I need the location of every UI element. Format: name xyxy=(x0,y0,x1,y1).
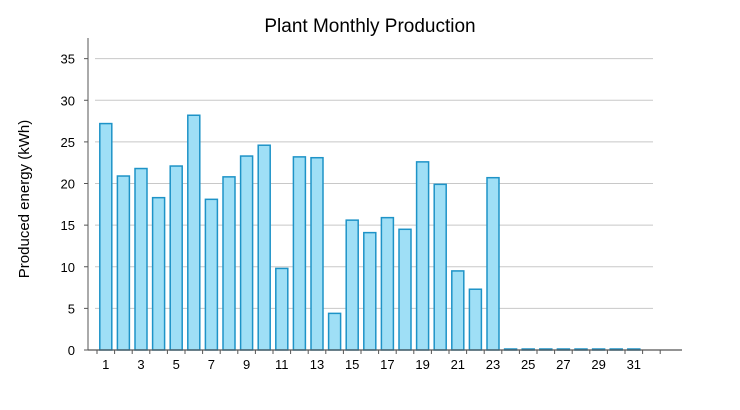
bar-day-20 xyxy=(433,183,447,351)
y-tick-label-5: 5 xyxy=(68,301,75,316)
axes xyxy=(84,38,682,354)
bar-day-15 xyxy=(345,219,359,351)
y-axis-label: Produced energy (kWh) xyxy=(16,120,33,278)
y-tick-label-15: 15 xyxy=(61,218,75,233)
x-tick-label-5: 5 xyxy=(173,357,180,372)
bar-day-14 xyxy=(327,312,342,351)
y-tick-label-25: 25 xyxy=(61,135,75,150)
x-tick-labels: 1 3 5 7 9 11 13 15 17 19 21 23 25 27 29 31 xyxy=(102,357,641,372)
x-tick-label-13: 13 xyxy=(310,357,324,372)
bar-day-11 xyxy=(275,267,289,351)
bar-day-17 xyxy=(380,216,395,351)
x-tick-label-27: 27 xyxy=(556,357,570,372)
bar-day-6 xyxy=(187,114,201,351)
bar-day-2 xyxy=(116,175,131,351)
bar-day-13 xyxy=(310,156,324,351)
y-tick-label-10: 10 xyxy=(61,260,75,275)
bar-day-10 xyxy=(257,144,271,351)
x-tick-label-1: 1 xyxy=(102,357,109,372)
y-tick-label-35: 35 xyxy=(61,52,75,67)
bar-day-19 xyxy=(415,161,430,351)
x-tick-label-23: 23 xyxy=(486,357,500,372)
bar-day-8 xyxy=(222,176,236,351)
x-tick-label-17: 17 xyxy=(380,357,394,372)
bar-day-7 xyxy=(204,198,219,351)
x-tick-label-29: 29 xyxy=(591,357,605,372)
x-tick-label-11: 11 xyxy=(275,357,289,372)
bar-day-16 xyxy=(363,231,377,351)
x-tick-label-15: 15 xyxy=(345,357,359,372)
bar-day-12 xyxy=(292,156,307,351)
bar-day-23 xyxy=(486,176,500,351)
bar-day-3 xyxy=(134,167,148,351)
bars xyxy=(99,114,641,351)
x-tick-label-3: 3 xyxy=(137,357,144,372)
y-tick-labels: 0 5 10 15 20 25 30 35 xyxy=(61,52,75,358)
bar-day-1 xyxy=(99,122,113,351)
chart-title: Plant Monthly Production xyxy=(264,16,475,37)
x-tick-label-19: 19 xyxy=(415,357,429,372)
x-tick-label-21: 21 xyxy=(451,357,465,372)
x-tick-label-9: 9 xyxy=(243,357,250,372)
x-tick-label-7: 7 xyxy=(208,357,215,372)
bar-day-22 xyxy=(468,288,483,351)
y-tick-label-0: 0 xyxy=(68,343,75,358)
y-tick-label-30: 30 xyxy=(61,93,75,108)
bar-day-21 xyxy=(451,270,465,351)
bar-day-4 xyxy=(151,196,166,351)
y-tick-label-20: 20 xyxy=(61,177,75,192)
x-tick-label-31: 31 xyxy=(627,357,641,372)
bar-day-9 xyxy=(239,155,254,351)
x-tick-label-25: 25 xyxy=(521,357,535,372)
bar-day-18 xyxy=(398,228,412,351)
bar-day-5 xyxy=(169,165,183,351)
